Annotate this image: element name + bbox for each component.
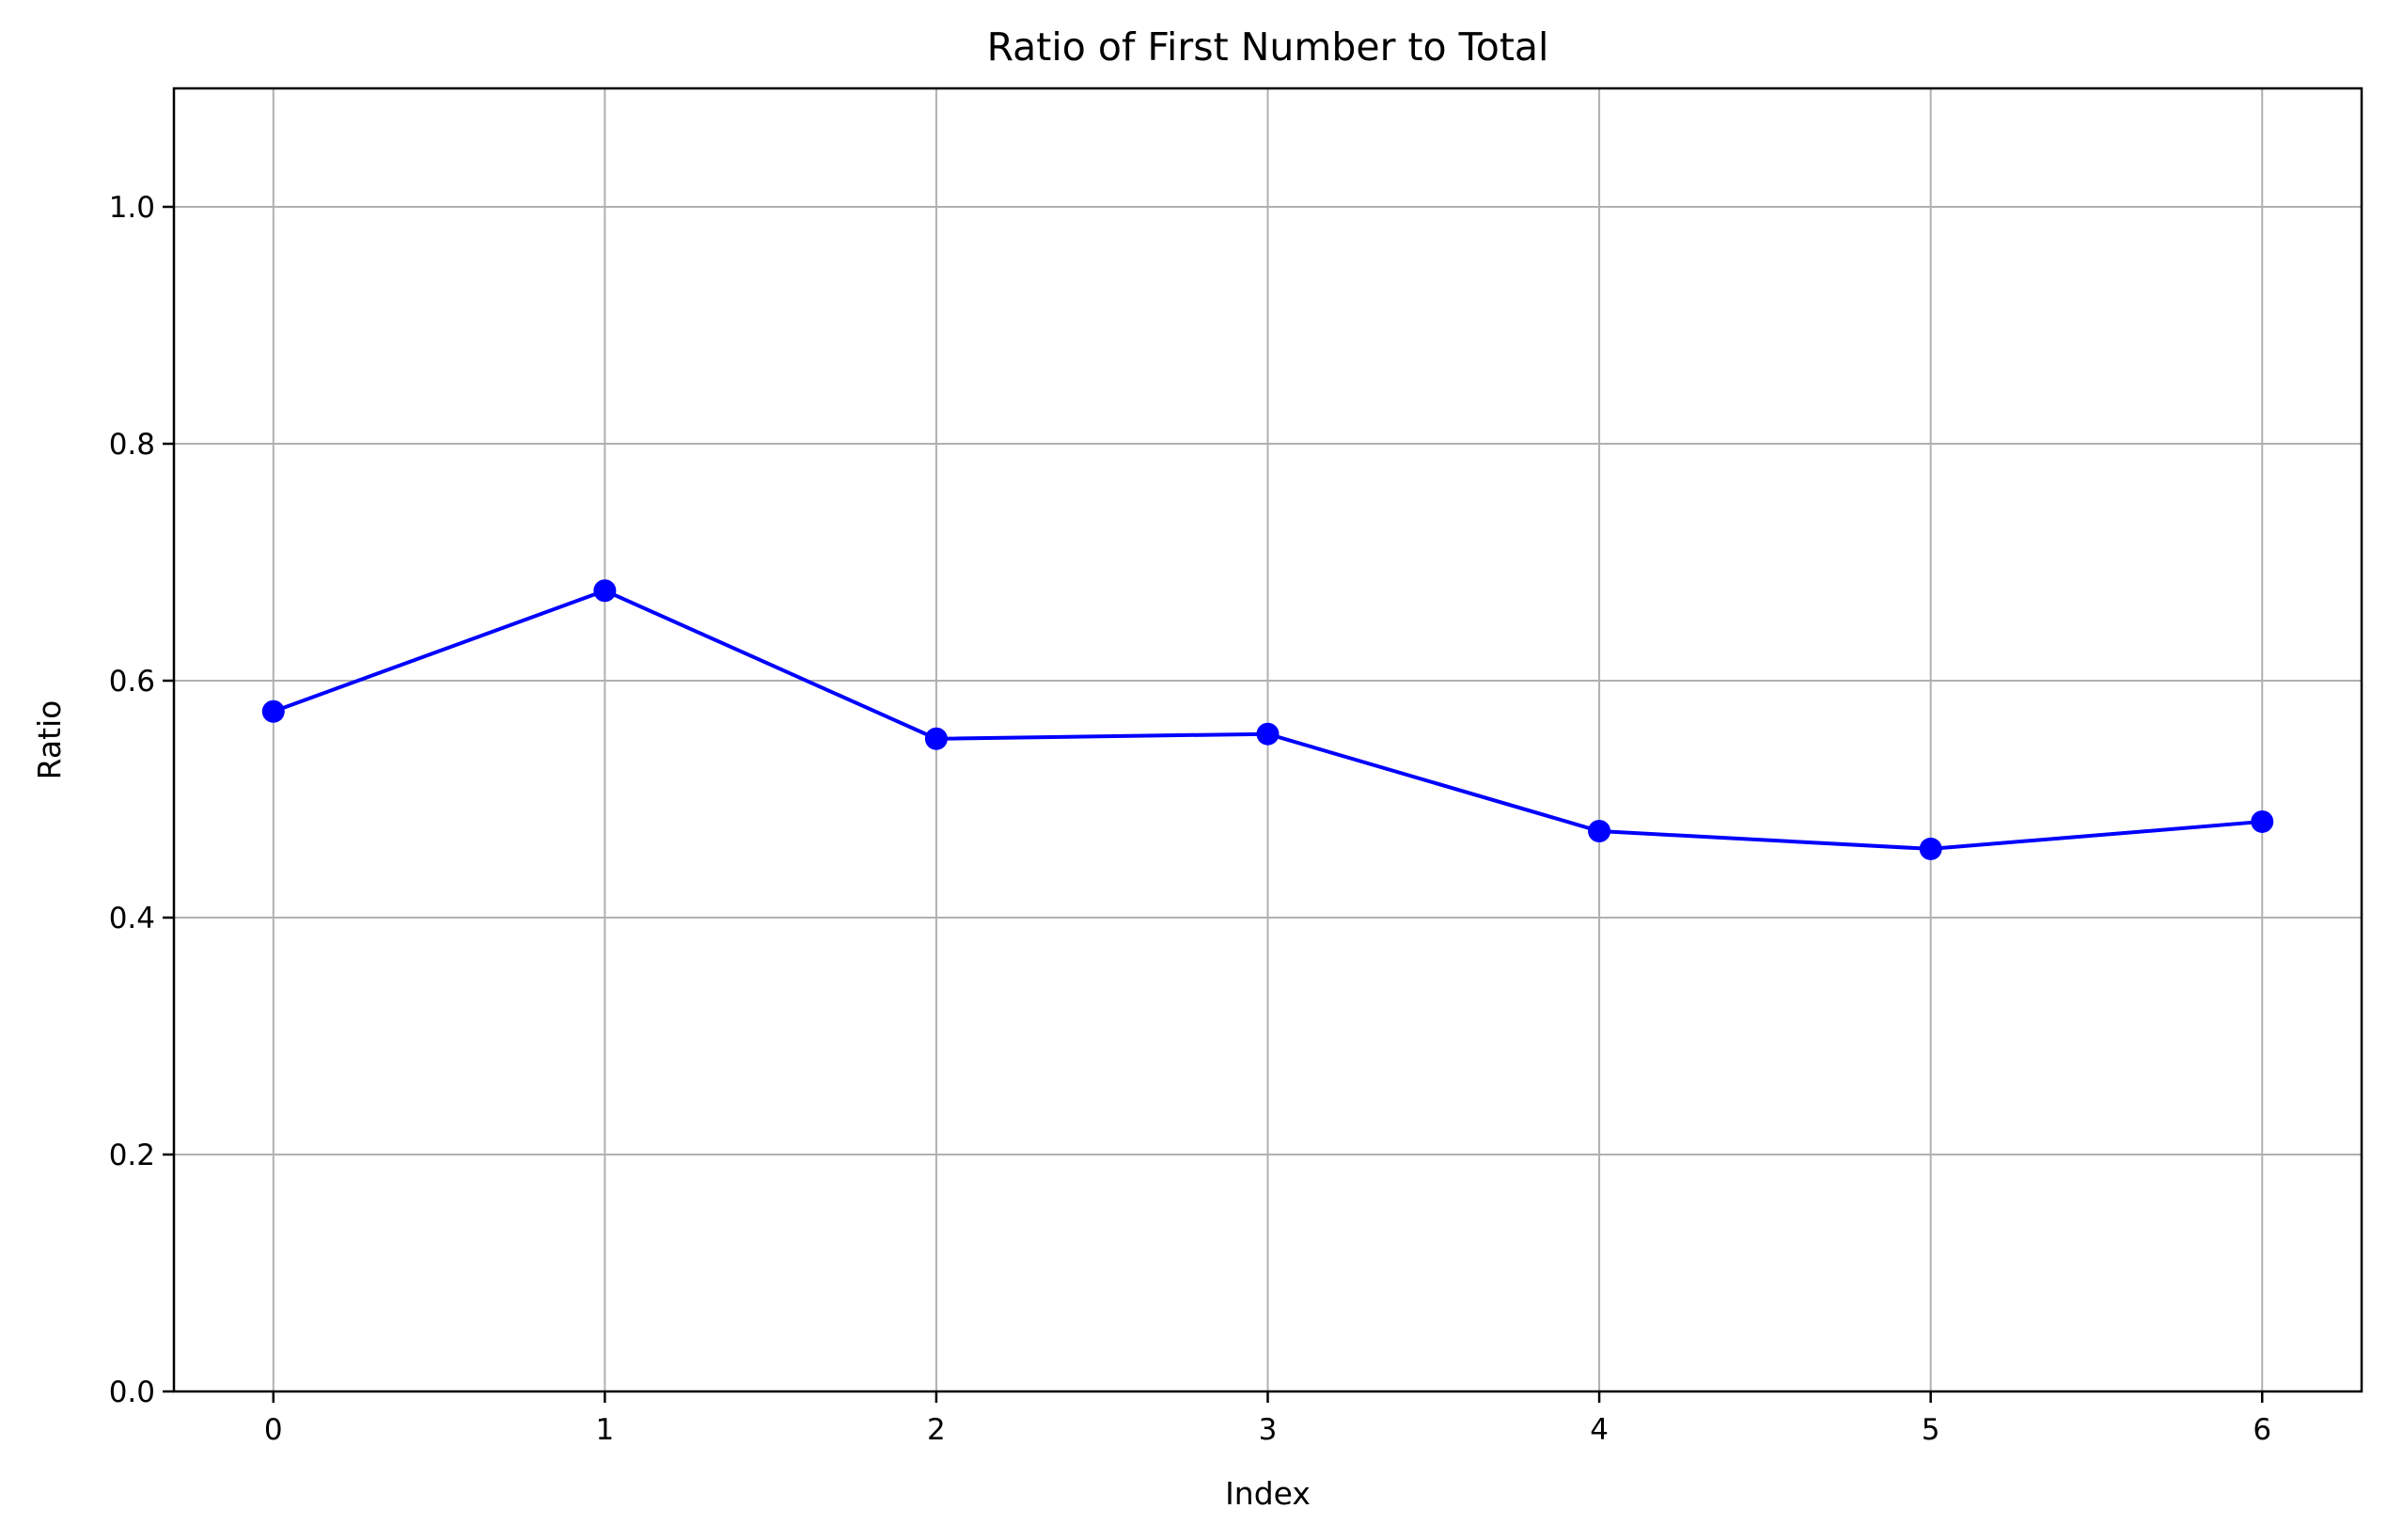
data-point xyxy=(2251,809,2274,833)
x-axis-label: Index xyxy=(1225,1475,1311,1512)
y-tick-label: 0.6 xyxy=(109,665,155,699)
ticks: 0 1 2 3 4 5 6 0.0 0.2 0.4 0.6 0.8 1.0 xyxy=(109,191,2271,1447)
y-tick-label: 0.2 xyxy=(109,1139,155,1172)
x-tick-label: 0 xyxy=(264,1413,283,1447)
data-point xyxy=(261,699,285,723)
data-point xyxy=(593,579,617,603)
data-point xyxy=(924,727,948,750)
x-tick-label: 4 xyxy=(1590,1413,1609,1447)
x-tick-label: 2 xyxy=(927,1413,946,1447)
y-tick-label: 0.0 xyxy=(109,1375,155,1409)
y-tick-label: 0.8 xyxy=(109,428,155,462)
grid xyxy=(174,88,2362,1392)
x-tick-label: 1 xyxy=(595,1413,614,1447)
y-axis-label: Ratio xyxy=(31,700,68,780)
y-tick-label: 0.4 xyxy=(109,902,155,935)
series-layer xyxy=(261,579,2274,860)
x-tick-label: 6 xyxy=(2253,1413,2271,1447)
x-tick-label: 5 xyxy=(1922,1413,1940,1447)
y-tick-label: 1.0 xyxy=(109,191,155,225)
chart-title: Ratio of First Number to Total xyxy=(987,24,1549,70)
data-point xyxy=(1256,722,1280,746)
x-tick-label: 3 xyxy=(1259,1413,1278,1447)
data-point xyxy=(1919,837,1942,860)
data-point xyxy=(1588,820,1611,843)
